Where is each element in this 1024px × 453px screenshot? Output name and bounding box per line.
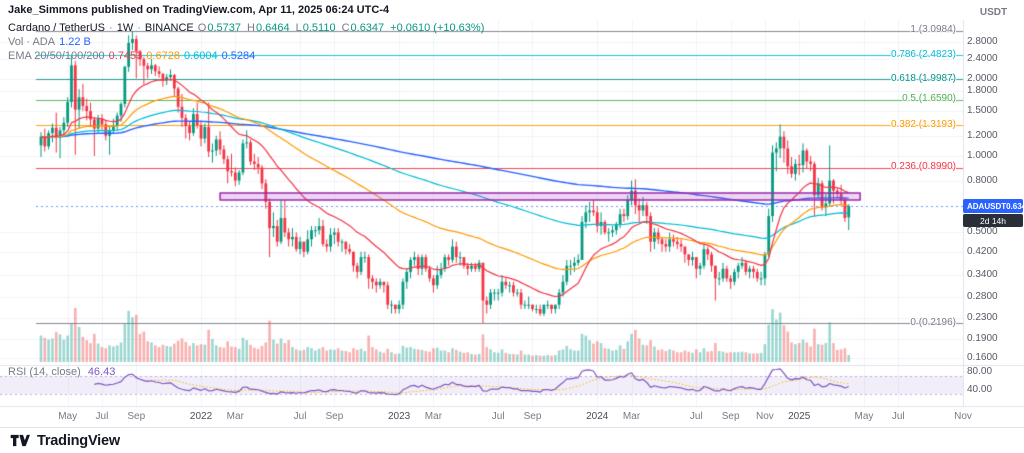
symbol-legend-row[interactable]: Cardano / TetherUS · 1W · BINANCE O0.573… bbox=[8, 21, 488, 35]
footer-bar: TradingView bbox=[0, 427, 1024, 453]
bar-countdown: 2d 14h bbox=[963, 214, 1023, 228]
chart-legend: Cardano / TetherUS · 1W · BINANCE O0.573… bbox=[8, 21, 488, 63]
ohlc-close: C0.6347 bbox=[341, 22, 385, 34]
volume-legend-row[interactable]: Vol · ADA 1.22 B bbox=[8, 35, 488, 49]
ohlc-open: O0.5737 bbox=[197, 22, 241, 34]
attribution-text: Jake_Simmons published on TradingView.co… bbox=[8, 4, 390, 16]
change-label: +0.0610 (+10.63%) bbox=[390, 22, 485, 34]
last-price-badge: ADAUSDT 0.6347 2d 14h bbox=[963, 199, 1024, 228]
badge-symbol: ADAUSDT bbox=[967, 201, 1007, 211]
time-axis[interactable] bbox=[0, 406, 1024, 427]
badge-price: 0.6347 bbox=[1006, 201, 1024, 211]
rsi-value: 46.43 bbox=[87, 366, 116, 378]
separator: · bbox=[109, 22, 113, 34]
volume-label: Vol · ADA bbox=[8, 36, 56, 48]
tradingview-logo[interactable]: TradingView bbox=[10, 433, 120, 449]
tradingview-logo-icon bbox=[10, 434, 30, 447]
ohlc-high: H0.6464 bbox=[247, 22, 290, 34]
ema20-value: 0.7453 bbox=[108, 50, 143, 62]
symbol-title: Cardano / TetherUS bbox=[8, 22, 106, 34]
price-axis-currency: USDT bbox=[979, 7, 1008, 18]
ema50-value: 0.6728 bbox=[146, 50, 180, 62]
attribution-bar: Jake_Simmons published on TradingView.co… bbox=[8, 4, 389, 16]
interval-label: 1W bbox=[116, 22, 134, 34]
separator: · bbox=[137, 22, 141, 34]
volume-value: 1.22 B bbox=[59, 36, 91, 48]
ema200-value: 0.5284 bbox=[221, 50, 256, 62]
ema100-value: 0.6004 bbox=[183, 50, 218, 62]
ema-legend-row[interactable]: EMA 20/50/100/200 0.7453 0.6728 0.6004 0… bbox=[8, 49, 488, 63]
rsi-label: RSI (14, close) bbox=[8, 366, 81, 378]
ohlc-low: L0.5110 bbox=[295, 22, 336, 34]
rsi-legend-row[interactable]: RSI (14, close) 46.43 bbox=[8, 366, 115, 378]
exchange-label: BINANCE bbox=[144, 22, 194, 34]
last-price-label: ADAUSDT 0.6347 bbox=[963, 199, 1024, 214]
tradingview-wordmark: TradingView bbox=[37, 432, 120, 449]
ema-label: EMA 20/50/100/200 bbox=[8, 50, 105, 62]
